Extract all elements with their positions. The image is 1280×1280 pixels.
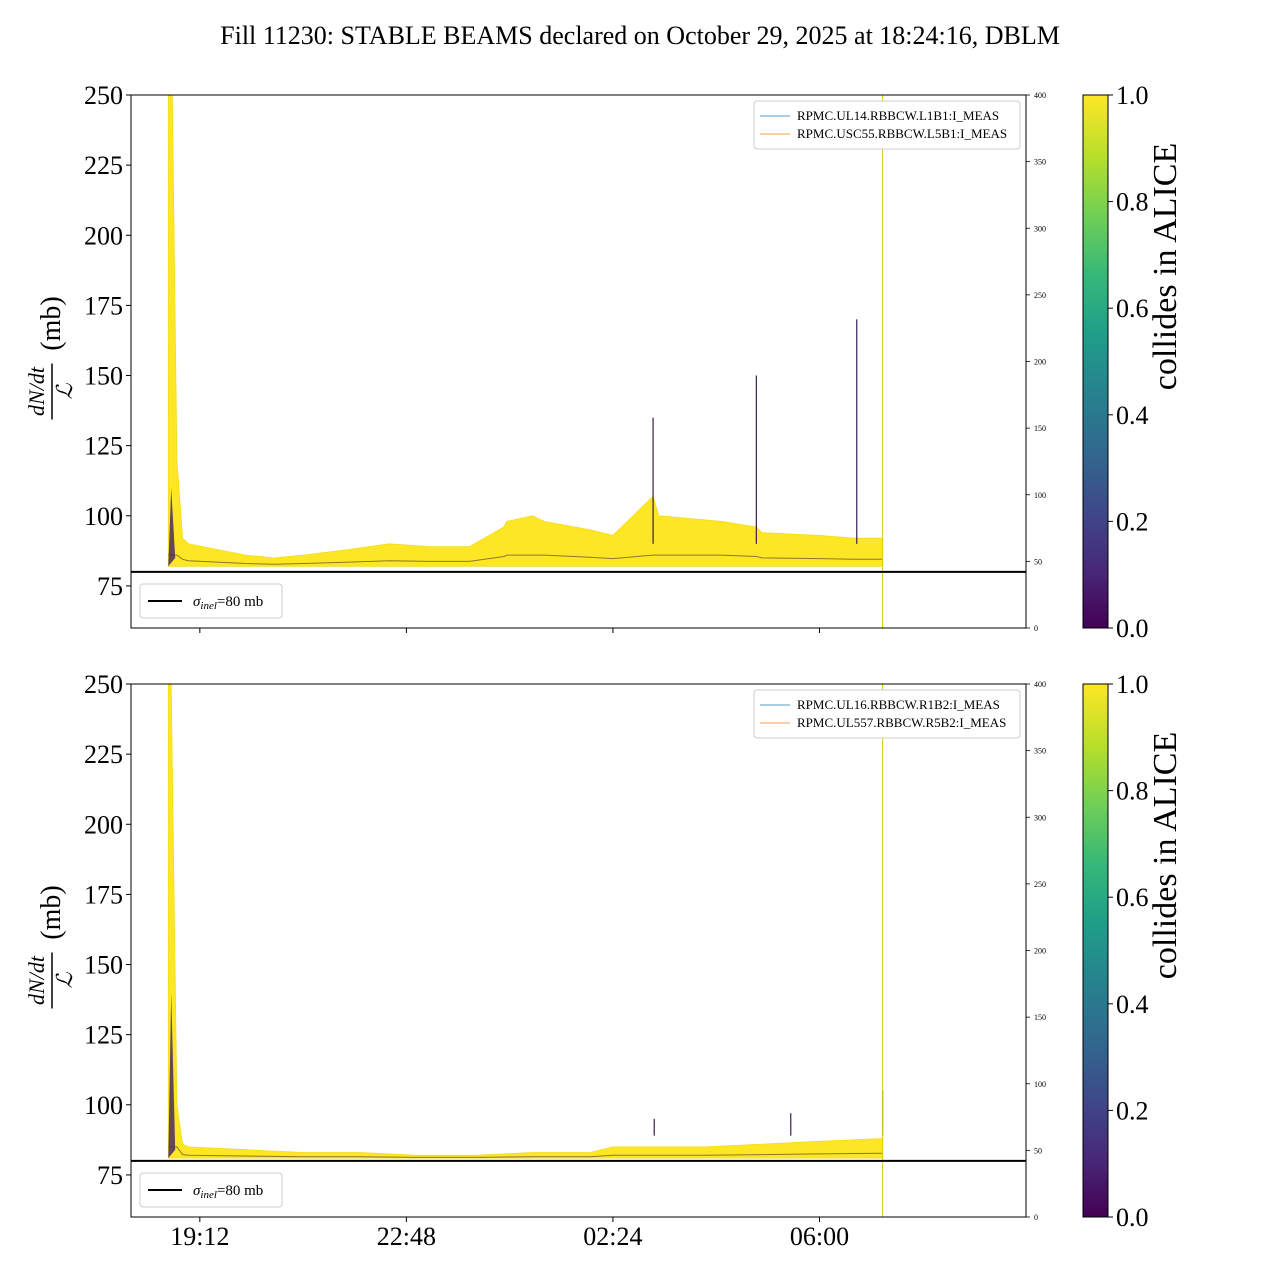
xtick-label: 19:12	[170, 1222, 229, 1251]
colorbar-tick-label: 0.6	[1116, 294, 1149, 323]
sigma-subscript: inel	[200, 600, 217, 612]
legend-box	[753, 689, 1021, 739]
ytick-label: 100	[84, 502, 123, 531]
data-trace-initial	[168, 487, 176, 567]
colorbar-tick-label: 0.4	[1116, 401, 1149, 430]
plot-area	[167, 95, 884, 628]
legend-entry: RPMC.UL14.RBBCW.L1B1:I_MEAS	[797, 108, 999, 123]
secondary-ytick-label: 200	[1034, 358, 1046, 367]
ytick-label: 250	[84, 81, 123, 110]
colorbars: 0.0 0.2 0.4 0.6 0.8 1.0 collides in ALICE 0.0 0.…	[1082, 81, 1184, 1232]
data-trace-dark	[168, 1146, 883, 1158]
ytick-label: 75	[97, 1161, 123, 1190]
bottom-panel: 75 100 125 150 175 200 225 250 0 50 100 150 200 250 30…	[24, 670, 1046, 1251]
secondary-ytick-label: 50	[1034, 557, 1042, 566]
legend-entry: RPMC.UL16.RBBCW.R1B2:I_MEAS	[797, 697, 1000, 712]
ylabel: dN/dt ℒ (mb)	[24, 296, 77, 420]
ylabel-unit: (mb)	[36, 885, 67, 939]
secondary-ytick-label: 400	[1034, 680, 1046, 689]
ytick-label: 225	[84, 740, 123, 769]
colorbar-tick-label: 0.2	[1116, 1096, 1149, 1125]
ytick-label: 200	[84, 810, 123, 839]
legend-series: RPMC.UL16.RBBCW.R1B2:I_MEAS RPMC.UL557.RB…	[753, 689, 1021, 739]
legend-reference-label: σinel=80 mb	[193, 594, 263, 612]
legend-reference: σinel=80 mb	[139, 1172, 283, 1208]
legend-box	[139, 583, 283, 619]
secondary-ytick-label: 0	[1034, 624, 1038, 633]
xtick-label: 02:24	[583, 1222, 642, 1251]
plot-area	[167, 684, 884, 1217]
ytick-label: 175	[84, 880, 123, 909]
legend-reference: σinel=80 mb	[139, 583, 283, 619]
colorbar-label: collides in ALICE	[1147, 732, 1184, 979]
data-band	[167, 684, 883, 1159]
axes-frame	[130, 683, 1027, 1218]
ytick-label: 75	[97, 572, 123, 601]
colorbar-tick-label: 0.6	[1116, 883, 1149, 912]
secondary-ytick-label: 50	[1034, 1146, 1042, 1155]
data-band	[167, 95, 883, 567]
colorbar	[1082, 94, 1109, 629]
data-trace-dark	[168, 554, 883, 565]
secondary-ytick-label: 350	[1034, 747, 1046, 756]
data-trace-initial	[168, 992, 176, 1159]
legend-box	[753, 100, 1021, 150]
secondary-ytick-label: 100	[1034, 491, 1046, 500]
ytick-label: 175	[84, 291, 123, 320]
colorbar	[1082, 683, 1109, 1218]
legend-entry: RPMC.UL557.RBBCW.R5B2:I_MEAS	[797, 715, 1006, 730]
ylabel-numerator: dN/dt	[24, 366, 49, 416]
sigma-subscript: inel	[200, 1189, 217, 1201]
colorbar-tick-label: 0.0	[1116, 1203, 1149, 1232]
secondary-ytick-label: 300	[1034, 813, 1046, 822]
colorbar-tick-label: 0.8	[1116, 188, 1149, 217]
ytick-label: 125	[84, 1021, 123, 1050]
ylabel: dN/dt ℒ (mb)	[24, 885, 77, 1009]
legend-series: RPMC.UL14.RBBCW.L1B1:I_MEAS RPMC.USC55.RB…	[753, 100, 1021, 150]
secondary-ytick-label: 350	[1034, 158, 1046, 167]
colorbar-tick-label: 0.2	[1116, 507, 1149, 536]
secondary-ytick-label: 200	[1034, 947, 1046, 956]
ylabel-denominator: ℒ	[52, 382, 77, 399]
ytick-label: 100	[84, 1091, 123, 1120]
colorbar-tick-label: 0.0	[1116, 614, 1149, 643]
legend-reference-label: σinel=80 mb	[193, 1183, 263, 1201]
legend-entry: RPMC.USC55.RBBCW.L5B1:I_MEAS	[797, 126, 1007, 141]
sigma-suffix: =80 mb	[217, 594, 263, 610]
sigma-symbol: σ	[193, 1183, 201, 1199]
ylabel-denominator: ℒ	[52, 971, 77, 988]
colorbar-tick-label: 1.0	[1116, 81, 1149, 110]
colorbar-tick-label: 1.0	[1116, 670, 1149, 699]
ytick-label: 250	[84, 670, 123, 699]
secondary-ytick-label: 250	[1034, 291, 1046, 300]
secondary-ytick-label: 400	[1034, 91, 1046, 100]
secondary-ytick-label: 250	[1034, 880, 1046, 889]
ylabel-numerator: dN/dt	[24, 955, 49, 1005]
legend-box	[139, 1172, 283, 1208]
figure-title: Fill 11230: STABLE BEAMS declared on Oct…	[220, 21, 1060, 50]
secondary-ytick-label: 150	[1034, 424, 1046, 433]
ylabel-unit: (mb)	[36, 296, 67, 350]
top-panel: 75 100 125 150 175 200 225 250 0 50 100 150 200 250 30…	[24, 81, 1046, 633]
secondary-ytick-label: 150	[1034, 1013, 1046, 1022]
ytick-label: 150	[84, 362, 123, 391]
secondary-ytick-label: 300	[1034, 224, 1046, 233]
colorbar-label: collides in ALICE	[1147, 143, 1184, 390]
xtick-label: 06:00	[790, 1222, 849, 1251]
ytick-label: 200	[84, 221, 123, 250]
ytick-label: 125	[84, 432, 123, 461]
ytick-label: 225	[84, 151, 123, 180]
colorbar-tick-label: 0.8	[1116, 777, 1149, 806]
ytick-label: 150	[84, 951, 123, 980]
secondary-ytick-label: 0	[1034, 1213, 1038, 1222]
sigma-suffix: =80 mb	[217, 1183, 263, 1199]
colorbar-tick-label: 0.4	[1116, 990, 1149, 1019]
secondary-ytick-label: 100	[1034, 1080, 1046, 1089]
xtick-label: 22:48	[377, 1222, 436, 1251]
sigma-symbol: σ	[193, 594, 201, 610]
